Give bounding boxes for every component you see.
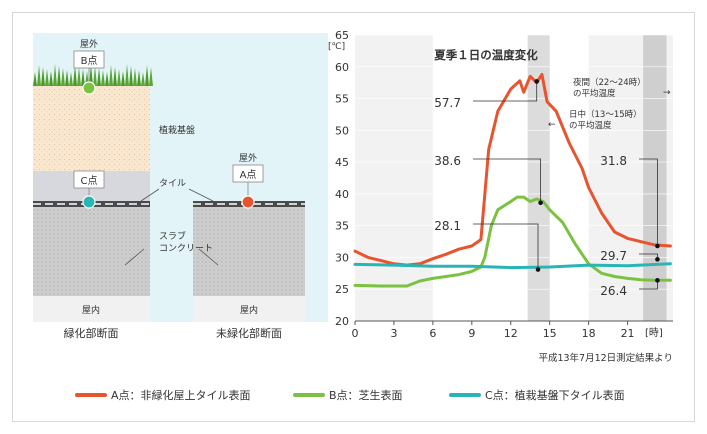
legend-label-1: A点：非緑化屋上タイル表面 xyxy=(111,388,251,402)
chart-title: 夏季１日の温度変化 xyxy=(434,48,538,62)
series-line-2 xyxy=(353,195,672,288)
annotation-point xyxy=(655,243,660,249)
legend: A点：非緑化屋上タイル表面 B点：芝生表面 C点：植栽基盤下タイル表面 xyxy=(75,388,625,402)
x-unit-label: [時] xyxy=(645,327,663,339)
x-tick-label: 9 xyxy=(468,327,475,340)
tile-label: タイル xyxy=(159,178,186,189)
annotation-point xyxy=(655,278,660,283)
y-unit-label: [℃] xyxy=(328,42,345,52)
band-arrow-night: → xyxy=(663,88,671,98)
y-tick-label: 45 xyxy=(335,156,349,169)
band-caption-daytime-line2: の平均温度 xyxy=(569,120,612,131)
point-a-marker xyxy=(241,195,255,209)
band-night xyxy=(643,35,667,321)
indoor-left-band xyxy=(33,296,150,322)
y-tick-label: 35 xyxy=(335,220,349,233)
annotation-value: 28.1 xyxy=(434,219,461,233)
annotation-leader xyxy=(473,81,538,102)
point-b-label: B点 xyxy=(81,55,98,67)
figure-frame: 屋外 B点 植栽基盤 C点 タイル 屋外 A点 スラブ コンクリート 屋内 屋内… xyxy=(12,12,695,422)
band-caption-night: 夜間（22〜24時） xyxy=(573,77,646,88)
y-tick-label: 30 xyxy=(335,251,349,264)
annotation-leader xyxy=(473,158,542,203)
annotation-value: 26.4 xyxy=(600,284,627,298)
y-tick-label: 40 xyxy=(335,188,349,201)
annotation-point xyxy=(538,200,543,206)
cross-section-diagram: 屋外 B点 植栽基盤 C点 タイル 屋外 A点 スラブ コンクリート 屋内 屋内… xyxy=(33,33,328,340)
y-tick-label: 65 xyxy=(335,29,349,42)
caption-greened: 緑化部断面 xyxy=(64,326,119,340)
soil-layer xyxy=(33,86,150,171)
annotation-value: 38.6 xyxy=(434,154,461,168)
annotation-leader xyxy=(473,223,539,270)
annotation-point xyxy=(534,79,540,84)
band-arrow-daytime: ← xyxy=(548,120,556,130)
point-c-marker xyxy=(82,195,96,209)
point-c-label: C点 xyxy=(81,175,98,187)
x-tick-label: 0 xyxy=(352,327,359,340)
x-tick-label: 12 xyxy=(504,327,518,340)
soil-layer-label: 植栽基盤 xyxy=(159,124,195,136)
annotation-value: 31.8 xyxy=(600,154,627,168)
grass xyxy=(33,64,153,86)
source-note: 平成13年7月12日測定結果より xyxy=(538,352,673,364)
annotation-leader xyxy=(639,280,658,290)
point-a-outdoor-label: 屋外 xyxy=(239,152,257,164)
x-tick-label: 21 xyxy=(621,327,635,340)
point-a-label: A点 xyxy=(240,169,257,181)
point-b-outdoor-label: 屋外 xyxy=(80,38,98,50)
y-tick-label: 50 xyxy=(335,124,349,137)
band-caption-night-line2: の平均温度 xyxy=(573,88,616,99)
annotation-point xyxy=(535,267,541,272)
y-tick-label: 55 xyxy=(335,93,349,106)
annotation-leader xyxy=(639,158,658,247)
annotation-value: 57.7 xyxy=(434,96,461,110)
slab-left xyxy=(33,207,150,296)
y-tick-label: 60 xyxy=(335,61,349,74)
daylight-region xyxy=(432,35,589,321)
x-tick-label: 6 xyxy=(429,327,436,340)
caption-ungreened: 未緑化部断面 xyxy=(216,326,282,340)
series-line-3 xyxy=(353,262,672,270)
point-b-marker xyxy=(82,81,96,95)
annotation-value: 29.7 xyxy=(600,249,627,263)
annotation-point xyxy=(655,257,660,262)
slab-label-line1: スラブ xyxy=(159,230,186,242)
legend-label-2: B点：芝生表面 xyxy=(329,388,403,402)
x-tick-label: 15 xyxy=(543,327,557,340)
y-tick-label: 25 xyxy=(335,283,349,296)
indoor-left-label: 屋内 xyxy=(82,304,100,316)
x-tick-label: 18 xyxy=(582,327,596,340)
band-caption-daytime: 日中（13〜15時） xyxy=(569,109,642,120)
slab-right xyxy=(193,207,305,296)
indoor-right-band xyxy=(193,296,305,322)
slab-label-line2: コンクリート xyxy=(159,243,213,254)
legend-label-3: C点：植栽基盤下タイル表面 xyxy=(485,388,625,402)
series-line-1 xyxy=(353,72,672,267)
y-tick-label: 20 xyxy=(335,315,349,328)
x-tick-label: 3 xyxy=(390,327,397,340)
indoor-right-label: 屋内 xyxy=(240,304,258,316)
band-daytime xyxy=(527,35,550,321)
temperature-chart: 20 25 30 35 40 45 50 55 60 65 0 3 6 9 12 15 18 21 夜間（22〜2… xyxy=(75,29,673,402)
